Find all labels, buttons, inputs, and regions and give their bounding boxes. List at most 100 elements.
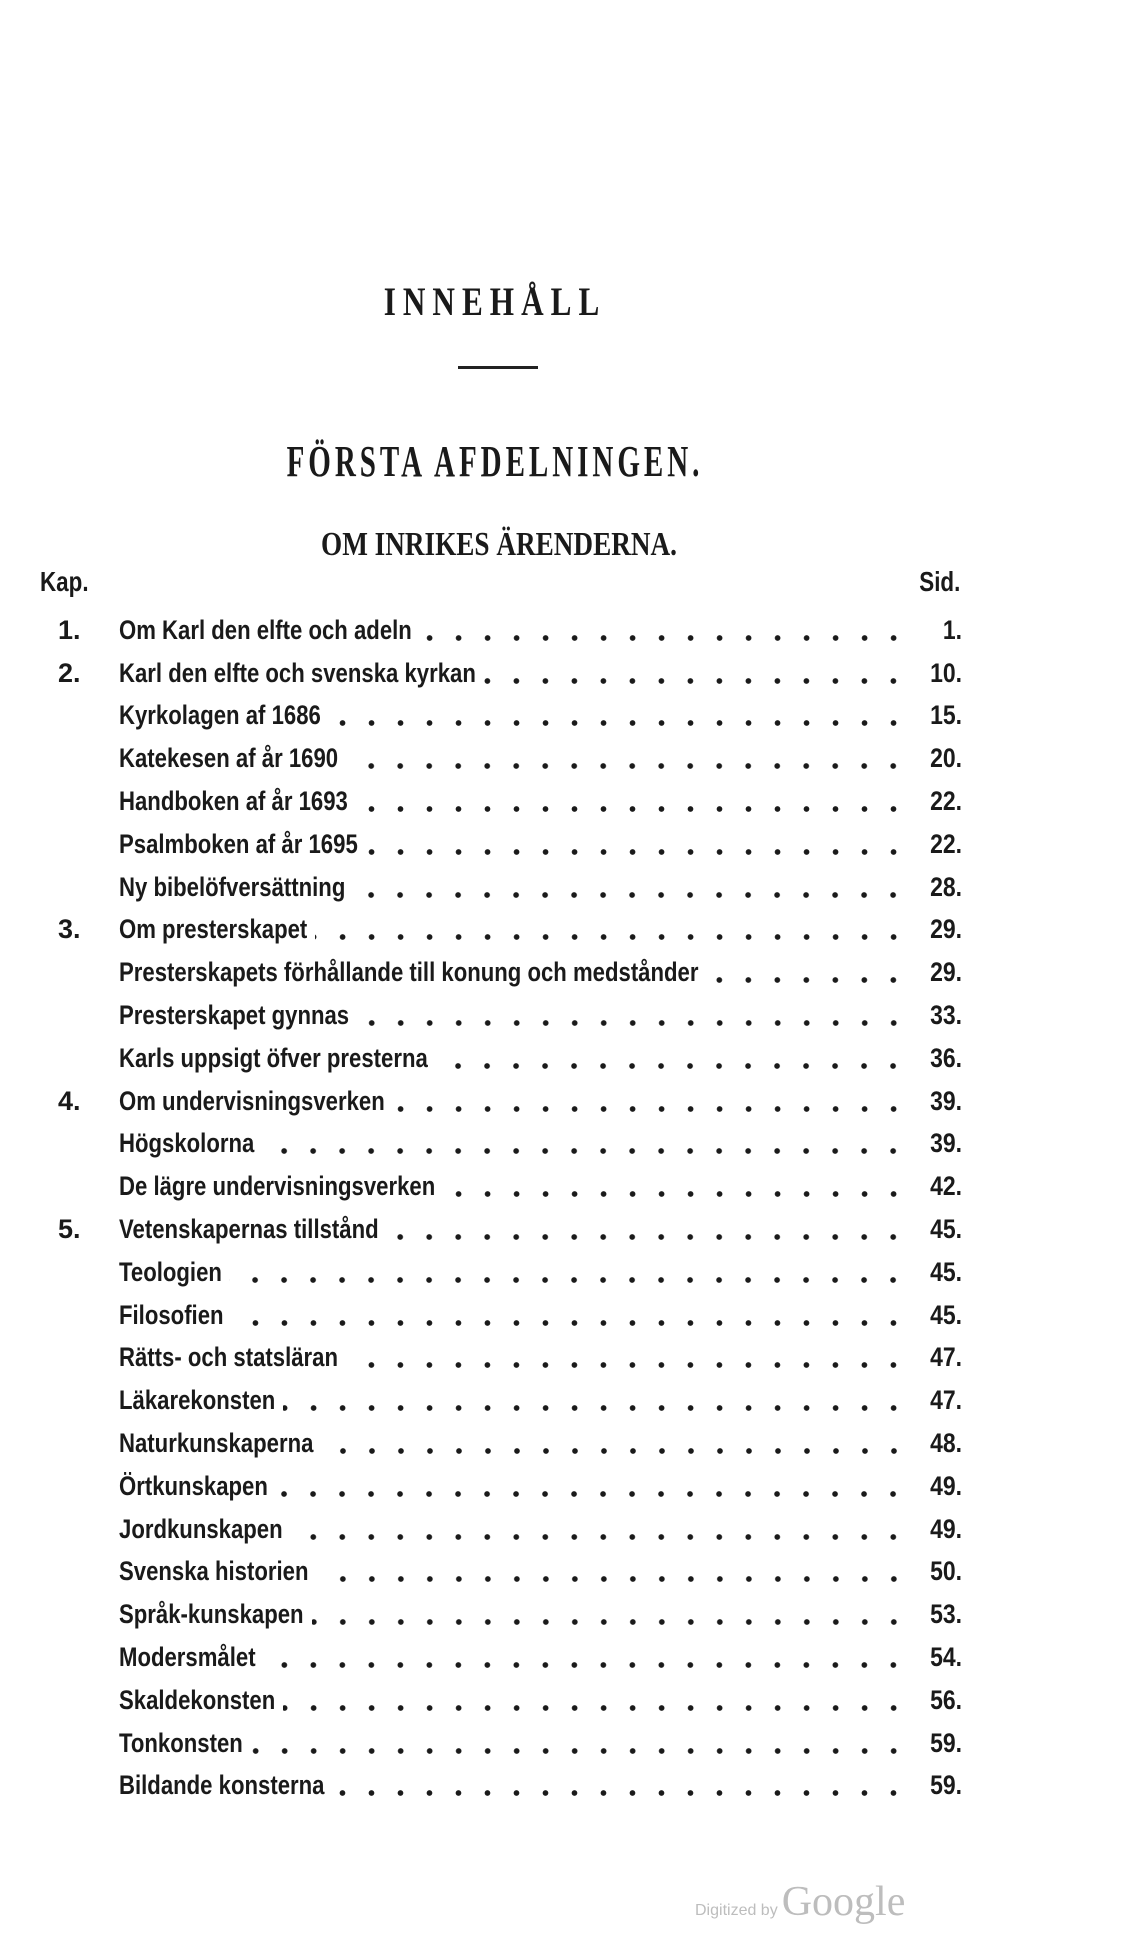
page-number: 47. bbox=[930, 1342, 962, 1373]
dot-leader bbox=[356, 997, 908, 1032]
toc-entry: Katekesen af år 1690 20. bbox=[58, 732, 962, 776]
entry-title: Karls uppsigt öfver presterna bbox=[119, 1042, 428, 1073]
page-number: 20. bbox=[930, 743, 962, 774]
dot-leader bbox=[484, 655, 908, 690]
entry-title: Teologien bbox=[119, 1256, 222, 1287]
toc-entry: Modersmålet 54. bbox=[58, 1631, 962, 1674]
chapter-number: 4. bbox=[58, 1085, 81, 1116]
entry-title: Presterskapets förhållande till konung o… bbox=[119, 957, 699, 988]
toc-entry: Örtkunskapen 49. bbox=[58, 1460, 962, 1503]
section-heading: FÖRSTA AFDELNINGEN. bbox=[286, 437, 704, 486]
dot-leader bbox=[282, 1383, 908, 1418]
toc-entry: 4. Om undervisningsverken 39. bbox=[58, 1075, 962, 1118]
toc-entry: Ny bibelöfversättning 28. bbox=[58, 861, 962, 904]
digitized-watermark: Digitized by Google bbox=[695, 1878, 905, 1926]
chapter-number: 5. bbox=[58, 1213, 81, 1244]
page-column-label: Sid. bbox=[918, 566, 960, 597]
toc-entry: Filosofien 45. bbox=[58, 1289, 962, 1332]
entry-title: Ny bibelöfversättning bbox=[119, 871, 346, 902]
dot-leader bbox=[353, 869, 908, 904]
toc-entry: Skaldekonsten 56. bbox=[58, 1674, 962, 1717]
toc-entry: Kyrkolagen af 1686 15. bbox=[58, 690, 962, 733]
google-logo: Google bbox=[781, 1879, 906, 1925]
toc-entry: 2. Karl den elfte och svenska kyrkan 10. bbox=[58, 647, 962, 690]
page-number: 33. bbox=[930, 999, 962, 1030]
dot-leader bbox=[275, 1468, 908, 1503]
page-number: 39. bbox=[930, 1128, 962, 1159]
entry-title: Katekesen af år 1690 bbox=[119, 743, 339, 774]
dot-leader bbox=[263, 1639, 908, 1674]
watermark-prefix: Digitized by bbox=[695, 1902, 778, 1919]
page-title: INNEHÅLL bbox=[383, 279, 607, 324]
dot-leader bbox=[314, 912, 908, 947]
page-number: 42. bbox=[930, 1171, 962, 1202]
entry-title: Rätts- och statsläran bbox=[119, 1342, 339, 1373]
table-of-contents: 1. Om Karl den elfte och adeln 1. 2. Karl de… bbox=[58, 604, 962, 1803]
page-number: 22. bbox=[930, 785, 962, 816]
dot-leader bbox=[419, 612, 908, 647]
toc-entry: Teologien 45. bbox=[58, 1246, 962, 1289]
page-number: 59. bbox=[930, 1770, 962, 1801]
page-number: 48. bbox=[930, 1427, 962, 1458]
page-number: 1. bbox=[942, 614, 962, 645]
toc-entry: Karls uppsigt öfver presterna 36. bbox=[58, 1032, 962, 1075]
toc-entry: Psalmboken af år 1695 22. bbox=[58, 818, 962, 861]
entry-title: Om undervisningsverken bbox=[119, 1085, 385, 1116]
dot-leader bbox=[229, 1254, 908, 1289]
page-number: 36. bbox=[930, 1042, 962, 1073]
entry-title: Örtkunskapen bbox=[119, 1470, 268, 1501]
entry-title: Bildande konsterna bbox=[119, 1770, 325, 1801]
toc-entry: Presterskapets förhållande till konung o… bbox=[58, 946, 962, 990]
page-number: 49. bbox=[930, 1470, 962, 1501]
page-number: 59. bbox=[930, 1727, 962, 1758]
entry-title: De lägre undervisningsverken bbox=[119, 1171, 436, 1202]
column-headers: Kap. Sid. bbox=[40, 566, 960, 602]
entry-title: Språk-kunskapen bbox=[119, 1599, 304, 1630]
toc-entry: Rätts- och statsläran 47. bbox=[58, 1332, 962, 1375]
page-number: 10. bbox=[930, 657, 962, 688]
entry-title: Svenska historien bbox=[119, 1556, 309, 1587]
entry-title: Naturkunskaperna bbox=[119, 1427, 314, 1458]
dot-leader bbox=[392, 1083, 908, 1118]
toc-entry: Svenska historien 50. bbox=[58, 1546, 962, 1589]
toc-entry: Läkarekonsten 47. bbox=[58, 1374, 962, 1418]
toc-entry: Presterskapet gynnas 33. bbox=[58, 989, 962, 1032]
page-number: 29. bbox=[930, 914, 962, 945]
dot-leader bbox=[365, 826, 908, 861]
entry-title: Om presterskapet bbox=[119, 914, 308, 945]
chapter-number: 2. bbox=[58, 657, 81, 688]
entry-title: Jordkunskapen bbox=[119, 1513, 283, 1544]
toc-entry: Naturkunskaperna 48. bbox=[58, 1417, 962, 1460]
toc-entry: Jordkunskapen 49. bbox=[58, 1503, 962, 1546]
dot-leader bbox=[250, 1725, 908, 1760]
page-number: 29. bbox=[930, 957, 962, 988]
page-number: 54. bbox=[930, 1641, 962, 1672]
chapter-column-label: Kap. bbox=[40, 566, 89, 597]
dot-leader bbox=[706, 955, 908, 990]
page-number: 15. bbox=[930, 700, 962, 731]
toc-entry: De lägre undervisningsverken 42. bbox=[58, 1160, 962, 1204]
title-rule bbox=[458, 366, 538, 369]
entry-title: Skaldekonsten bbox=[119, 1684, 276, 1715]
entry-title: Läkarekonsten bbox=[119, 1385, 276, 1416]
subsection-heading: OM INRIKES ÄRENDERNA. bbox=[321, 526, 677, 563]
dot-leader bbox=[386, 1211, 908, 1246]
page-number: 22. bbox=[930, 828, 962, 859]
dot-leader bbox=[262, 1126, 908, 1161]
chapter-number: 3. bbox=[58, 914, 81, 945]
dot-leader bbox=[316, 1554, 908, 1589]
dot-leader bbox=[442, 1169, 908, 1204]
page-number: 53. bbox=[930, 1599, 962, 1630]
page-number: 56. bbox=[930, 1684, 962, 1715]
toc-entry: 5. Vetenskapernas tillstånd 45. bbox=[58, 1203, 962, 1246]
dot-leader bbox=[328, 698, 908, 733]
dot-leader bbox=[346, 1340, 908, 1375]
dot-leader bbox=[282, 1682, 908, 1717]
toc-entry: Språk-kunskapen 53. bbox=[58, 1588, 962, 1632]
page-number: 45. bbox=[930, 1299, 962, 1330]
dot-leader bbox=[356, 783, 908, 818]
toc-entry: 3. Om presterskapet 29. bbox=[58, 904, 962, 947]
entry-title: Handboken af år 1693 bbox=[119, 785, 348, 816]
toc-entry: 1. Om Karl den elfte och adeln 1. bbox=[58, 604, 962, 647]
page-number: 45. bbox=[930, 1213, 962, 1244]
